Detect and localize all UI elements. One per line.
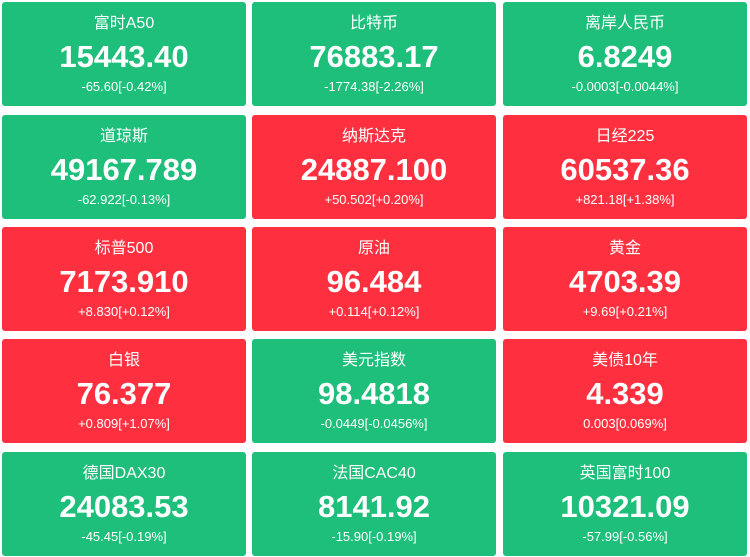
tile-price: 7173.910 — [59, 264, 189, 299]
tile-name: 日经225 — [595, 128, 655, 145]
tile-change: +821.18[+1.38%] — [575, 192, 675, 207]
tile-change: -45.45[-0.19%] — [81, 529, 167, 544]
market-tile: 白银 76.377 +0.809[+1.07%] — [2, 339, 246, 443]
tile-name: 美债10年 — [592, 352, 658, 369]
tile-name: 白银 — [107, 352, 140, 369]
tile-change: -57.99[-0.56%] — [582, 529, 668, 544]
tile-price: 6.8249 — [577, 39, 673, 74]
tile-price: 24083.53 — [59, 489, 189, 524]
market-tile: 法国CAC40 8141.92 -15.90[-0.19%] — [252, 452, 496, 556]
tile-price: 10321.09 — [560, 489, 690, 524]
market-tile: 美元指数 98.4818 -0.0449[-0.0456%] — [252, 339, 496, 443]
market-tile: 黄金 4703.39 +9.69[+0.21%] — [503, 227, 747, 331]
tile-price: 96.484 — [326, 264, 422, 299]
tile-name: 离岸人民币 — [584, 15, 665, 32]
tile-price: 4.339 — [586, 376, 664, 411]
tile-change: +0.809[+1.07%] — [78, 416, 170, 431]
tile-price: 60537.36 — [560, 152, 690, 187]
tile-name: 纳斯达克 — [341, 128, 406, 145]
tile-change: -15.90[-0.19%] — [331, 529, 417, 544]
tile-name: 英国富时100 — [579, 465, 671, 482]
tile-change: -1774.38[-2.26%] — [324, 79, 424, 94]
tile-change: -0.0449[-0.0456%] — [320, 416, 428, 431]
tile-name: 富时A50 — [93, 15, 155, 32]
tile-price: 49167.789 — [50, 152, 198, 187]
tile-change: 0.003[0.069%] — [583, 416, 667, 431]
tile-change: +9.69[+0.21%] — [582, 304, 668, 319]
tile-price: 24887.100 — [300, 152, 448, 187]
market-tile: 原油 96.484 +0.114[+0.12%] — [252, 227, 496, 331]
tile-price: 76883.17 — [309, 39, 439, 74]
market-tile: 纳斯达克 24887.100 +50.502[+0.20%] — [252, 115, 496, 219]
tile-price: 8141.92 — [317, 489, 431, 524]
market-tile: 美债10年 4.339 0.003[0.069%] — [503, 339, 747, 443]
tile-name: 黄金 — [608, 240, 641, 257]
tile-price: 15443.40 — [59, 39, 189, 74]
market-tile: 日经225 60537.36 +821.18[+1.38%] — [503, 115, 747, 219]
tile-change: -65.60[-0.42%] — [81, 79, 167, 94]
tile-change: -0.0003[-0.0044%] — [571, 79, 679, 94]
tile-name: 比特币 — [349, 15, 398, 32]
market-tile: 德国DAX30 24083.53 -45.45[-0.19%] — [2, 452, 246, 556]
market-tile: 标普500 7173.910 +8.830[+0.12%] — [2, 227, 246, 331]
tile-price: 98.4818 — [317, 376, 431, 411]
tile-change: +0.114[+0.12%] — [328, 304, 420, 319]
tile-change: +8.830[+0.12%] — [78, 304, 170, 319]
tile-price: 76.377 — [76, 376, 172, 411]
market-tile: 道琼斯 49167.789 -62.922[-0.13%] — [2, 115, 246, 219]
tile-change: -62.922[-0.13%] — [77, 192, 171, 207]
tile-price: 4703.39 — [568, 264, 682, 299]
tile-change: +50.502[+0.20%] — [324, 192, 424, 207]
tile-name: 道琼斯 — [99, 128, 148, 145]
market-tile: 离岸人民币 6.8249 -0.0003[-0.0044%] — [503, 2, 747, 106]
tile-name: 标普500 — [94, 240, 154, 257]
tile-name: 美元指数 — [341, 352, 406, 369]
market-tile: 富时A50 15443.40 -65.60[-0.42%] — [2, 2, 246, 106]
market-tile: 比特币 76883.17 -1774.38[-2.26%] — [252, 2, 496, 106]
tile-name: 德国DAX30 — [82, 465, 166, 482]
market-tile: 英国富时100 10321.09 -57.99[-0.56%] — [503, 452, 747, 556]
tile-name: 法国CAC40 — [332, 465, 416, 482]
tile-name: 原油 — [357, 240, 390, 257]
